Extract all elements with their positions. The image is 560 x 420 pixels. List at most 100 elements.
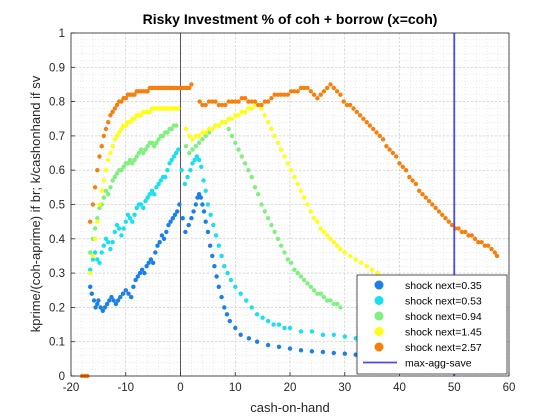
data-point bbox=[192, 157, 197, 163]
data-point bbox=[176, 106, 181, 111]
data-point bbox=[210, 126, 215, 132]
data-point bbox=[311, 288, 317, 293]
legend-box bbox=[356, 274, 508, 375]
data-point bbox=[121, 226, 126, 231]
legend-label: shock next=1.45 bbox=[405, 327, 482, 339]
data-point bbox=[129, 294, 134, 300]
data-point bbox=[201, 209, 207, 214]
data-point bbox=[165, 130, 170, 135]
data-point bbox=[156, 181, 161, 187]
x-tick-label: 40 bbox=[393, 382, 406, 394]
series-2 bbox=[88, 120, 343, 310]
data-point bbox=[236, 99, 241, 104]
data-point bbox=[134, 205, 139, 211]
data-point bbox=[206, 99, 212, 104]
data-point bbox=[200, 130, 205, 135]
data-point bbox=[288, 168, 294, 173]
data-point bbox=[321, 89, 327, 94]
data-point bbox=[103, 126, 109, 132]
data-point bbox=[331, 350, 336, 356]
data-point bbox=[287, 346, 293, 351]
data-point bbox=[191, 209, 196, 214]
data-point bbox=[259, 106, 264, 111]
data-point bbox=[112, 137, 118, 142]
data-point bbox=[90, 253, 96, 259]
data-point bbox=[223, 102, 228, 108]
data-point bbox=[318, 92, 323, 97]
data-point bbox=[152, 144, 157, 149]
data-point bbox=[194, 154, 200, 159]
data-point bbox=[190, 147, 195, 152]
data-point bbox=[185, 174, 190, 180]
data-point bbox=[456, 226, 461, 231]
data-point bbox=[196, 133, 202, 139]
data-point bbox=[197, 99, 202, 104]
data-point bbox=[246, 168, 251, 173]
data-point bbox=[108, 113, 113, 118]
y-tick-label: 0.3 bbox=[49, 268, 65, 280]
data-point bbox=[154, 140, 159, 145]
data-point bbox=[254, 339, 260, 344]
data-point bbox=[246, 106, 251, 111]
data-point bbox=[276, 344, 282, 349]
data-point bbox=[132, 116, 137, 122]
data-point bbox=[325, 85, 330, 91]
data-point bbox=[272, 92, 277, 97]
data-point bbox=[367, 123, 373, 128]
data-point bbox=[275, 140, 281, 145]
data-point bbox=[394, 154, 399, 159]
data-point bbox=[141, 205, 146, 211]
data-point bbox=[95, 257, 100, 262]
data-point bbox=[123, 219, 128, 224]
data-point bbox=[97, 260, 102, 265]
data-point bbox=[210, 99, 215, 104]
series-3 bbox=[88, 102, 402, 289]
data-point bbox=[186, 222, 191, 228]
data-point bbox=[117, 130, 122, 135]
data-point bbox=[101, 243, 107, 248]
data-point bbox=[226, 116, 231, 122]
data-point bbox=[417, 188, 422, 193]
data-point bbox=[187, 133, 192, 139]
data-point bbox=[302, 85, 307, 91]
data-point bbox=[331, 85, 336, 91]
data-point bbox=[153, 250, 158, 255]
data-point bbox=[138, 113, 144, 118]
data-point bbox=[200, 137, 205, 142]
data-point bbox=[196, 157, 202, 163]
data-point bbox=[265, 342, 271, 348]
data-point bbox=[148, 257, 154, 262]
data-point bbox=[169, 157, 174, 163]
data-point bbox=[175, 209, 180, 214]
data-point bbox=[364, 120, 369, 125]
data-point bbox=[206, 130, 212, 135]
data-point bbox=[249, 99, 254, 104]
data-point bbox=[369, 267, 375, 272]
data-point bbox=[134, 154, 139, 159]
data-point bbox=[353, 257, 358, 262]
data-point bbox=[233, 284, 238, 289]
data-point bbox=[344, 102, 350, 108]
data-point bbox=[113, 301, 119, 307]
data-point bbox=[114, 133, 120, 139]
data-point bbox=[252, 99, 258, 104]
data-point bbox=[167, 161, 172, 166]
data-point bbox=[133, 277, 138, 283]
data-point bbox=[106, 120, 111, 125]
data-point bbox=[242, 96, 248, 101]
data-point bbox=[119, 168, 124, 173]
data-point bbox=[229, 133, 235, 139]
data-point bbox=[140, 267, 145, 272]
data-point bbox=[341, 99, 346, 104]
data-point bbox=[108, 150, 113, 156]
y-tick-labels: 0 0.1 0.2 0.3 0.4 0.5 0.6 0.7 0.8 0.9 1 bbox=[49, 28, 66, 383]
data-point bbox=[208, 212, 213, 217]
data-point bbox=[99, 188, 104, 193]
data-point bbox=[183, 229, 188, 235]
data-point bbox=[102, 305, 108, 310]
series-1 bbox=[88, 147, 468, 352]
data-point bbox=[282, 250, 287, 255]
data-point bbox=[351, 106, 356, 111]
data-point bbox=[410, 178, 415, 183]
